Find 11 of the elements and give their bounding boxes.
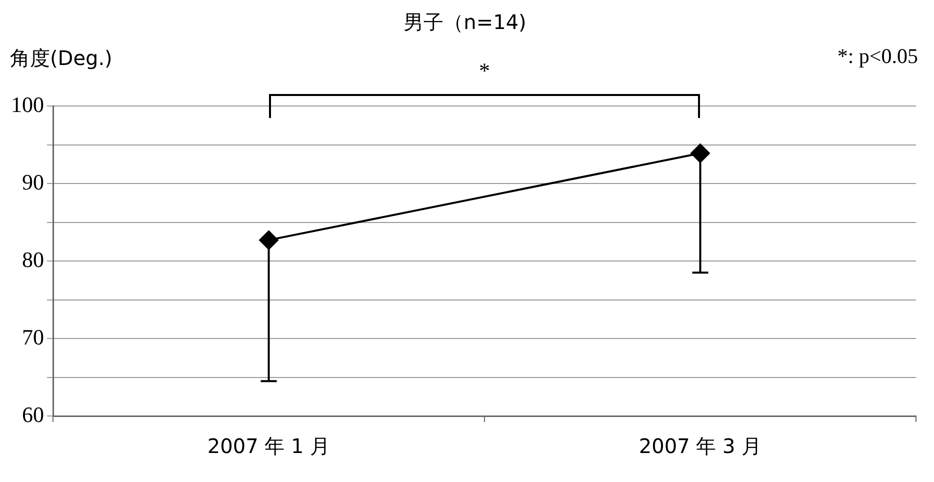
chart-title: 男子（n=14) — [404, 10, 526, 34]
x-tick-label: 2007 年 3 月 — [638, 434, 762, 458]
y-tick-label: 60 — [22, 402, 44, 427]
y-tick-label: 70 — [22, 324, 44, 350]
y-tick-label: 80 — [22, 246, 44, 272]
y-axis-title: 角度(Deg.) — [10, 46, 112, 70]
x-tick-label: 2007 年 1 月 — [207, 434, 330, 458]
y-tick-label: 90 — [22, 169, 44, 194]
y-tick-label: 100 — [11, 92, 44, 117]
text: *: p<0.05 — [837, 44, 918, 69]
text: * — [478, 58, 491, 84]
